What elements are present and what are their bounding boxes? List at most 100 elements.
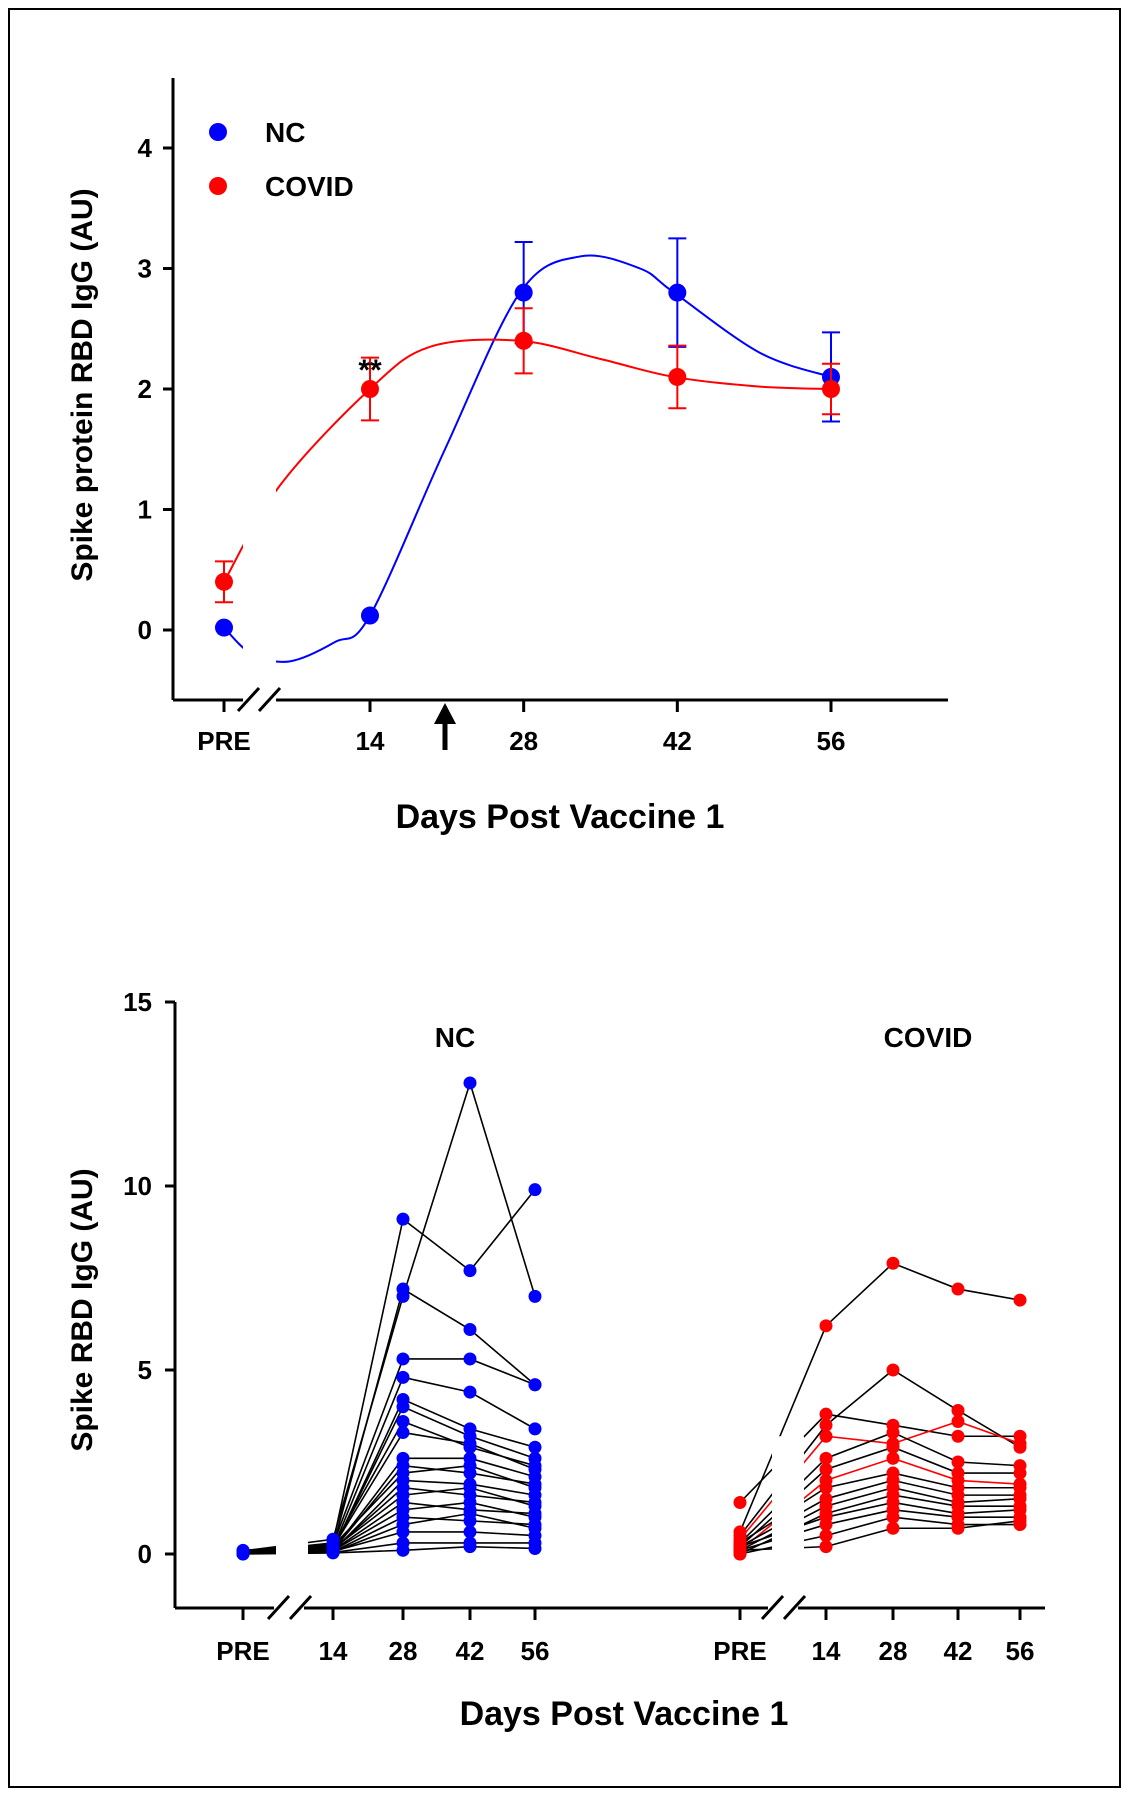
covid-subject-point [886,1256,900,1270]
nc-subject-point [528,1183,542,1197]
y-tick-label: 0 [138,1539,152,1569]
y-tick-label: 3 [138,254,152,284]
y-tick-label: 4 [138,133,153,163]
y-tick-label: 15 [123,987,152,1017]
covid-subject-point [819,1451,833,1465]
covid-subject-point [819,1529,833,1543]
covid-subject-point [733,1543,747,1557]
figure-frame [8,8,1121,1788]
covid-subject-point [733,1495,747,1509]
y-tick-label: 5 [138,1355,152,1385]
axis-break-mark [236,686,261,713]
x-tick-label: 56 [817,726,846,756]
covid-subject-point [886,1521,900,1535]
covid-point [361,380,379,398]
legend-label-nc: NC [265,117,305,148]
nc-point [361,606,379,625]
nc-subject-point [396,1400,410,1414]
nc-subject-point [326,1546,340,1560]
break-gap [243,461,276,667]
x-tick-label: 42 [456,1636,485,1666]
y-axis-label: Spike protein RBD IgG (AU) [66,188,99,581]
nc-subject-point [396,1426,410,1440]
axis-break-mark [266,1594,291,1621]
covid-subject-point [1013,1437,1027,1451]
x-axis-label: Days Post Vaccine 1 [396,798,725,836]
covid-subject-point [1013,1293,1027,1307]
nc-subject-point [463,1481,477,1495]
covid-subject-point [886,1451,900,1465]
nc-subject-point [463,1540,477,1554]
covid-subject-point [819,1319,833,1333]
nc-subject-point [463,1352,477,1366]
nc-subject-point [528,1378,542,1392]
x-tick-label: 14 [319,1636,348,1666]
y-tick-label: 10 [123,1171,152,1201]
x-tick-label: 42 [663,726,692,756]
axis-break-mark [760,1594,785,1621]
nc-point [668,283,687,302]
covid-point [514,331,533,350]
nc-subject-point [463,1076,477,1090]
chart-bottom: 0 5 10 15 PRE 14 28 42 56 PRE 14 28 42 56 NC COVID S… [66,987,1045,1733]
covid-subject-point [951,1403,965,1417]
break-gap [276,1436,308,1569]
x-tick-label: 14 [812,1636,841,1666]
covid-subject-point [886,1426,900,1440]
panel-title-covid: COVID [884,1022,973,1053]
nc-subject-point [463,1437,477,1451]
x-tick-label: 56 [521,1636,550,1666]
nc-subject-point [396,1415,410,1429]
covid-subject-point [819,1418,833,1432]
covid-subject-point [951,1429,965,1443]
covid-point [822,380,840,398]
nc-subject-point [463,1385,477,1399]
covid-subject-point [819,1429,833,1443]
covid-subject-point [951,1455,965,1469]
break-gap [772,1436,804,1569]
nc-subject-point [396,1282,410,1296]
x-tick-label: 14 [356,726,385,756]
x-tick-label: 42 [944,1636,973,1666]
covid-subject-point [1013,1514,1027,1528]
nc-subject-point [396,1370,410,1384]
nc-subject-point [528,1289,542,1303]
covid-subject-point [819,1540,833,1554]
nc-fit-line [223,254,832,663]
nc-subject-point [463,1525,477,1539]
axis-break-mark [257,686,282,713]
axis-break-mark [782,1594,807,1621]
y-tick-label: 0 [138,615,152,645]
nc-subject-point [396,1543,410,1557]
nc-point [514,283,533,302]
chart-top: 0 1 2 3 4 PRE 14 28 42 56 ** NC COVID Spike prot… [66,78,948,836]
nc-subject-point [236,1547,250,1561]
nc-subject-point [528,1422,542,1436]
covid-point [215,572,233,591]
nc-subject-point [463,1495,477,1509]
covid-subject-point [819,1407,833,1421]
x-axis-label: Days Post Vaccine 1 [460,1695,789,1733]
covid-subject-point [886,1363,900,1377]
panel-title-nc: NC [435,1022,475,1053]
legend-marker-nc [209,123,227,141]
legend: NC COVID [209,117,354,202]
covid-subject-point [819,1481,833,1495]
x-tick-label: PRE [197,726,250,756]
x-tick-label: 56 [1006,1636,1035,1666]
x-tick-label: PRE [713,1636,766,1666]
covid-subject-point [951,1521,965,1535]
x-tick-label: PRE [216,1636,269,1666]
nc-point [215,618,233,637]
nc-subject-point [396,1525,410,1539]
covid-subject-point [886,1510,900,1524]
covid-subject-point [1013,1466,1027,1480]
y-axis-label: Spike RBD IgG (AU) [66,1168,99,1451]
legend-marker-covid [209,177,227,195]
legend-label-covid: COVID [265,171,354,202]
booster-arrow-icon [434,703,456,750]
nc-subject-point [463,1459,477,1473]
nc-subject-point [528,1541,542,1555]
y-tick-label: 2 [138,374,152,404]
